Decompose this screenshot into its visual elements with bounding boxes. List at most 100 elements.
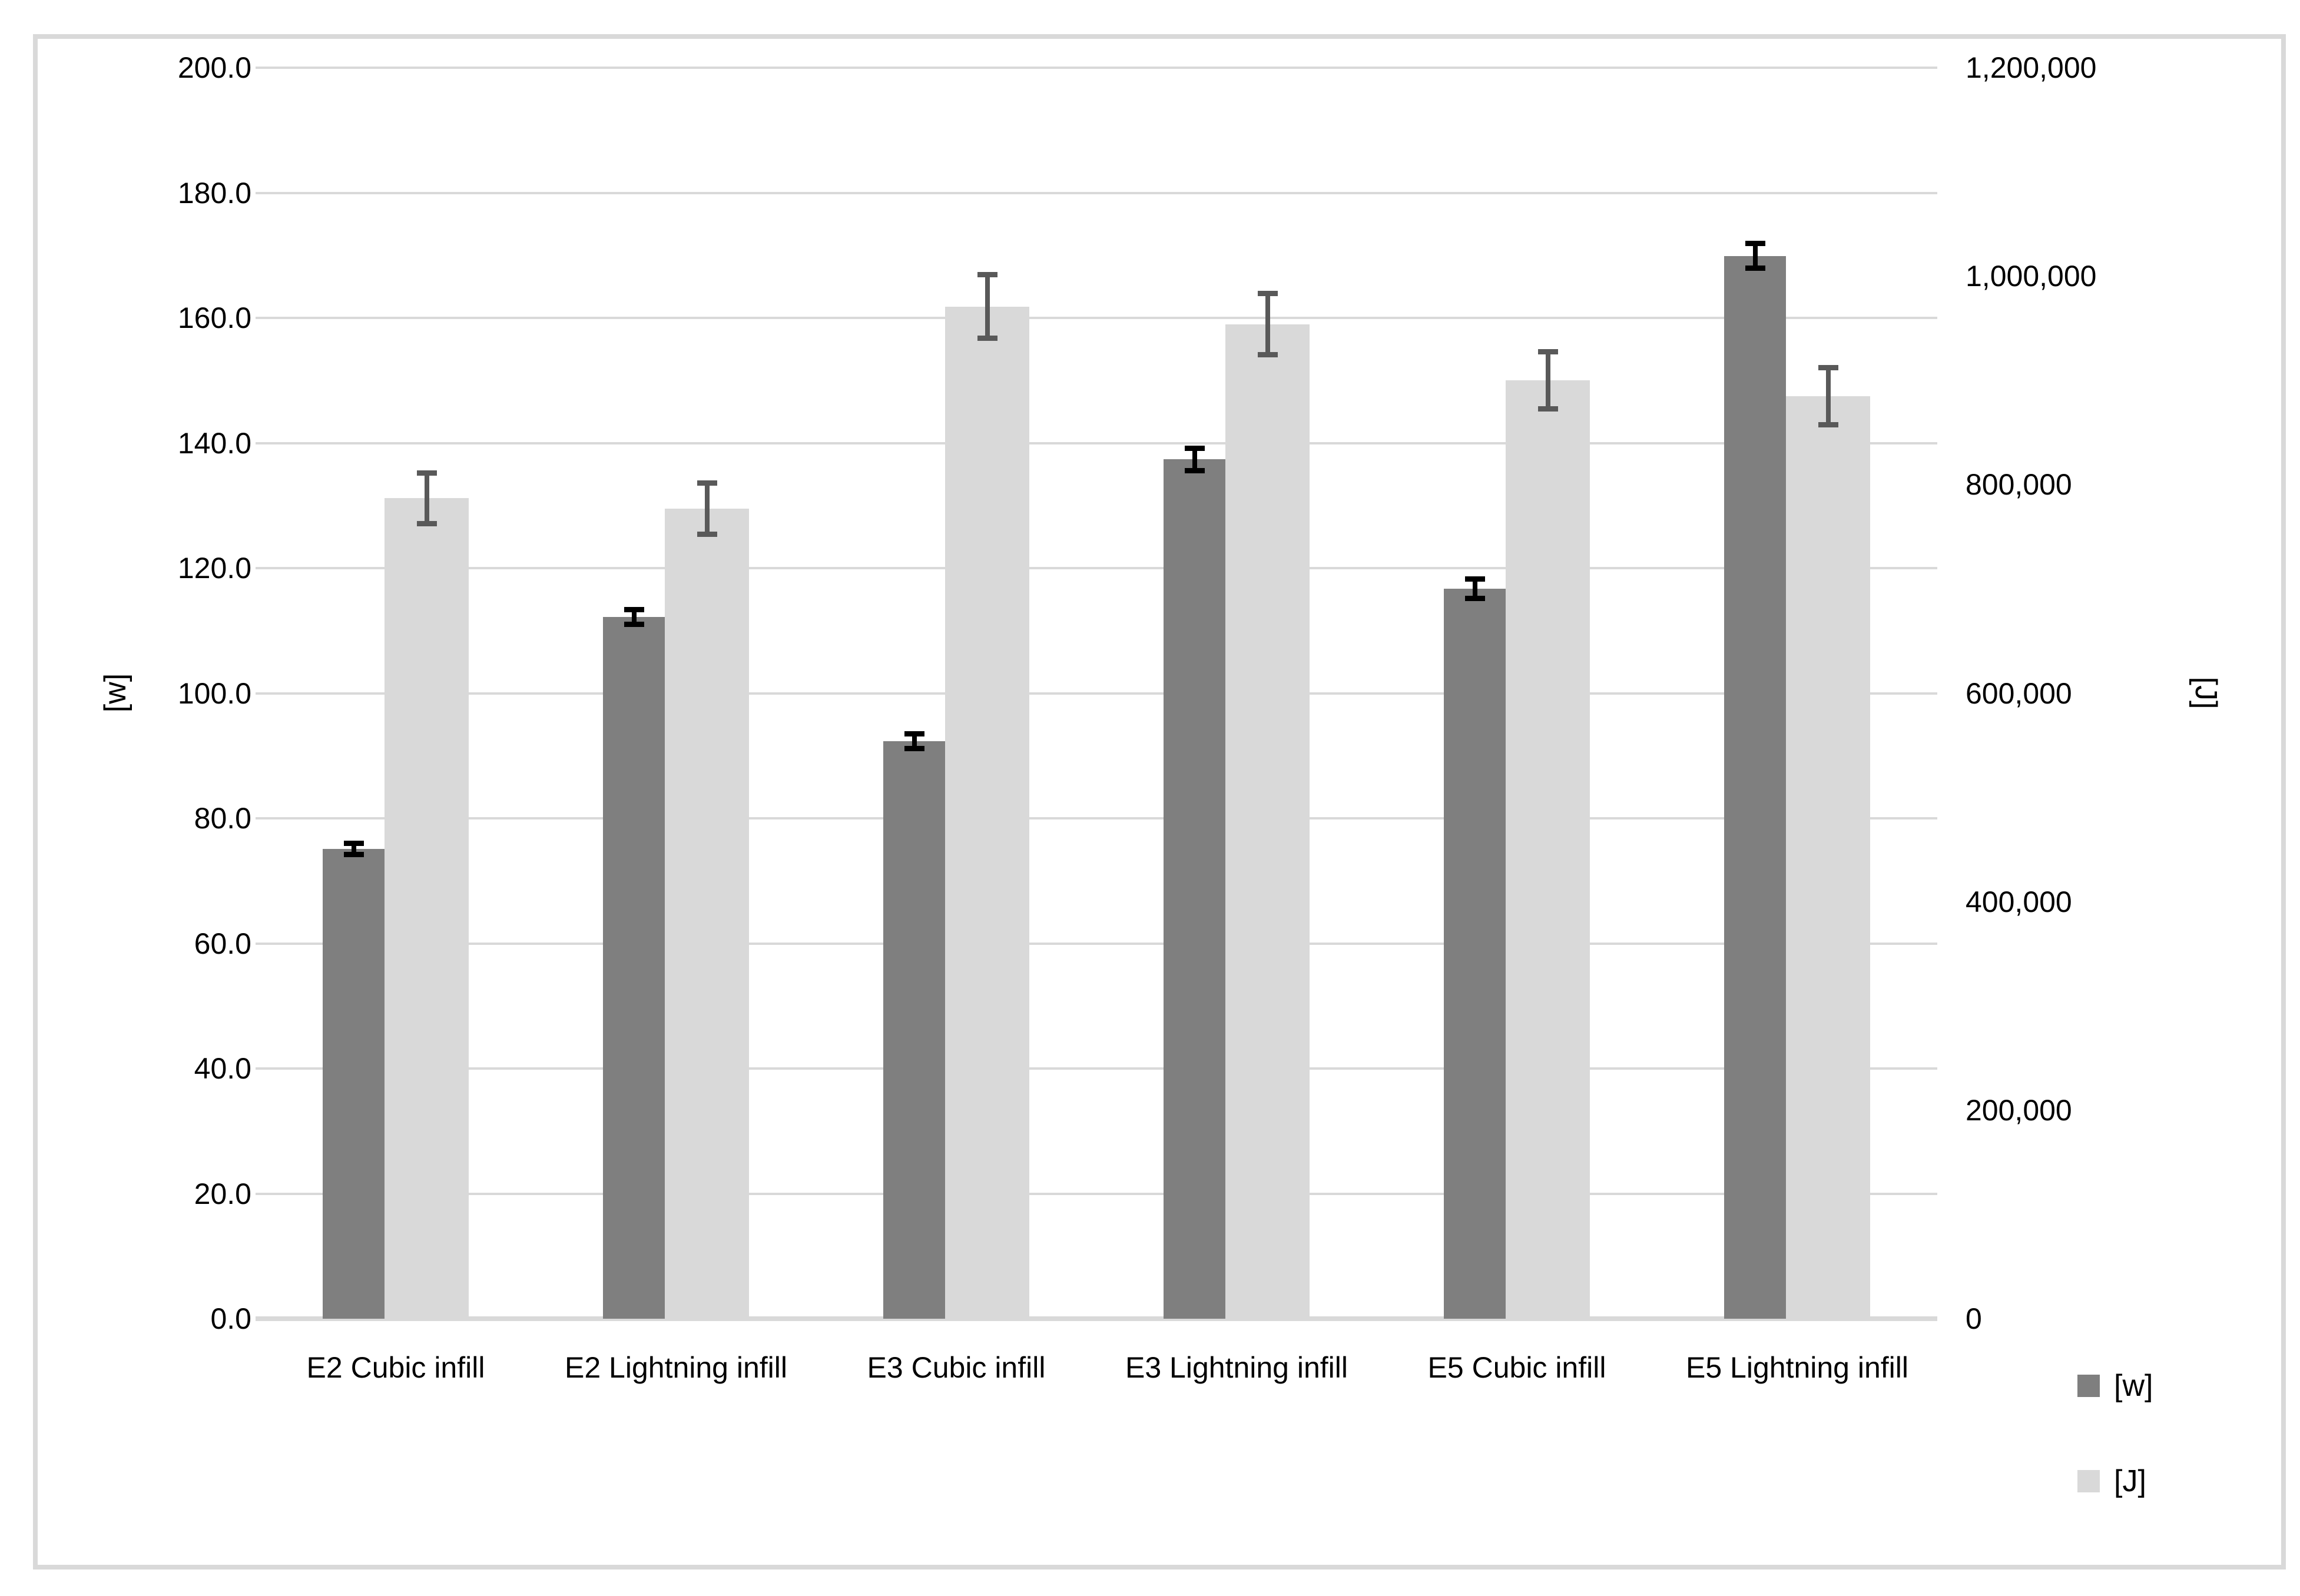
error-bar-cap-top <box>416 470 437 476</box>
y-tick-left: 180.0 <box>177 176 251 210</box>
y-tick-left: 160.0 <box>177 301 251 334</box>
x-category-label-e5-lightning-infill: E5 Lightning infill <box>1685 1351 1909 1384</box>
error-bar-w-e3-cubic-infill <box>904 731 924 752</box>
error-bar-stem <box>1545 349 1550 412</box>
error-bar-w-e2-cubic-infill <box>343 841 364 857</box>
error-bar-stem <box>631 606 637 627</box>
legend-marker-j <box>2077 1470 2100 1492</box>
x-category-label-e2-lightning-infill: E2 Lightning infill <box>564 1351 788 1384</box>
bar-w-e5-cubic-infill <box>1444 589 1506 1319</box>
error-bar-stem <box>1752 241 1758 271</box>
bar-w-e3-cubic-infill <box>883 741 945 1319</box>
legend-label-w: [w] <box>2114 1369 2153 1403</box>
x-category-label-e3-cubic-infill: E3 Cubic infill <box>867 1351 1046 1384</box>
error-bar-w-e2-lightning-infill <box>624 606 644 627</box>
y-tick-left: 120.0 <box>177 552 251 585</box>
y-tick-left: 200.0 <box>177 51 251 84</box>
gridline <box>256 567 1937 569</box>
error-bar-cap-bottom <box>697 531 717 537</box>
gridline <box>256 1067 1937 1070</box>
error-bar-stem <box>1472 576 1477 602</box>
error-bar-j-e3-lightning-infill <box>1257 290 1278 358</box>
y-tick-left: 140.0 <box>177 426 251 460</box>
gridline <box>256 67 1937 69</box>
y-tick-left: 60.0 <box>194 927 251 960</box>
gridline <box>256 817 1937 819</box>
gridline <box>256 1192 1937 1195</box>
left-axis-title: [w] <box>98 673 132 713</box>
error-bar-cap-bottom <box>904 746 924 752</box>
plot-area <box>256 67 1937 1321</box>
error-bar-cap-bottom <box>1464 596 1485 602</box>
y-tick-left: 80.0 <box>194 802 251 835</box>
error-bar-j-e5-cubic-infill <box>1537 349 1558 412</box>
error-bar-cap-top <box>343 841 364 847</box>
bar-j-e5-cubic-infill <box>1506 380 1590 1319</box>
legend-label-j: [J] <box>2114 1464 2146 1498</box>
y-tick-left: 100.0 <box>177 676 251 710</box>
x-category-label-e5-cubic-infill: E5 Cubic infill <box>1427 1351 1606 1384</box>
y-tick-right: 0 <box>1966 1302 1982 1335</box>
error-bar-cap-bottom <box>977 335 997 341</box>
bar-j-e3-cubic-infill <box>945 306 1029 1319</box>
gridline <box>256 317 1937 319</box>
gridline <box>256 692 1937 695</box>
y-tick-right: 1,000,000 <box>1966 260 2097 293</box>
error-bar-j-e2-lightning-infill <box>697 480 717 537</box>
error-bar-cap-top <box>904 731 924 737</box>
error-bar-cap-bottom <box>1818 422 1838 427</box>
y-tick-left: 20.0 <box>194 1177 251 1210</box>
error-bar-j-e2-cubic-infill <box>416 470 437 527</box>
error-bar-stem <box>985 272 990 341</box>
y-tick-right: 600,000 <box>1966 676 2072 710</box>
error-bar-j-e3-cubic-infill <box>977 272 997 341</box>
y-tick-left: 0.0 <box>210 1302 251 1335</box>
gridline <box>256 942 1937 945</box>
error-bar-cap-top <box>1184 445 1205 451</box>
legend-item-w: [w] <box>2077 1369 2153 1402</box>
error-bar-cap-bottom <box>1745 266 1765 271</box>
error-bar-cap-bottom <box>624 621 644 627</box>
error-bar-cap-bottom <box>1257 352 1278 358</box>
x-axis-line <box>256 1316 1937 1321</box>
right-axis-title: [J] <box>2189 676 2223 709</box>
error-bar-stem <box>704 480 710 537</box>
error-bar-cap-top <box>977 272 997 278</box>
bar-j-e3-lightning-infill <box>1225 324 1310 1319</box>
legend-marker-w <box>2077 1375 2100 1397</box>
bar-w-e2-cubic-infill <box>323 849 385 1319</box>
error-bar-stem <box>912 731 917 752</box>
error-bar-cap-bottom <box>1537 406 1558 412</box>
error-bar-j-e5-lightning-infill <box>1818 364 1838 427</box>
error-bar-stem <box>424 470 429 527</box>
error-bar-stem <box>1825 364 1831 427</box>
y-tick-right: 200,000 <box>1966 1093 2072 1127</box>
error-bar-cap-top <box>1257 290 1278 296</box>
error-bar-cap-top <box>1464 576 1485 582</box>
bar-j-e2-cubic-infill <box>385 498 469 1319</box>
error-bar-cap-top <box>1745 241 1765 247</box>
error-bar-cap-bottom <box>1184 467 1205 473</box>
y-tick-left: 40.0 <box>194 1052 251 1085</box>
bar-w-e2-lightning-infill <box>603 616 665 1319</box>
bar-j-e5-lightning-infill <box>1786 396 1870 1319</box>
x-category-label-e3-lightning-infill: E3 Lightning infill <box>1125 1351 1348 1384</box>
x-category-label-e2-cubic-infill: E2 Cubic infill <box>306 1351 485 1384</box>
error-bar-stem <box>1265 290 1270 358</box>
gridline <box>256 191 1937 194</box>
legend-item-j: [J] <box>2077 1465 2146 1498</box>
y-tick-right: 800,000 <box>1966 468 2072 502</box>
error-bar-w-e5-lightning-infill <box>1745 241 1765 271</box>
bar-w-e5-lightning-infill <box>1724 256 1786 1319</box>
error-bar-w-e3-lightning-infill <box>1184 445 1205 473</box>
error-bar-cap-top <box>624 606 644 612</box>
error-bar-stem <box>1192 445 1197 473</box>
y-tick-right: 1,200,000 <box>1966 51 2097 84</box>
gridline <box>256 442 1937 444</box>
error-bar-cap-bottom <box>343 851 364 857</box>
error-bar-cap-top <box>1818 364 1838 370</box>
error-bar-cap-bottom <box>416 521 437 527</box>
bar-w-e3-lightning-infill <box>1164 459 1225 1319</box>
error-bar-cap-top <box>1537 349 1558 355</box>
